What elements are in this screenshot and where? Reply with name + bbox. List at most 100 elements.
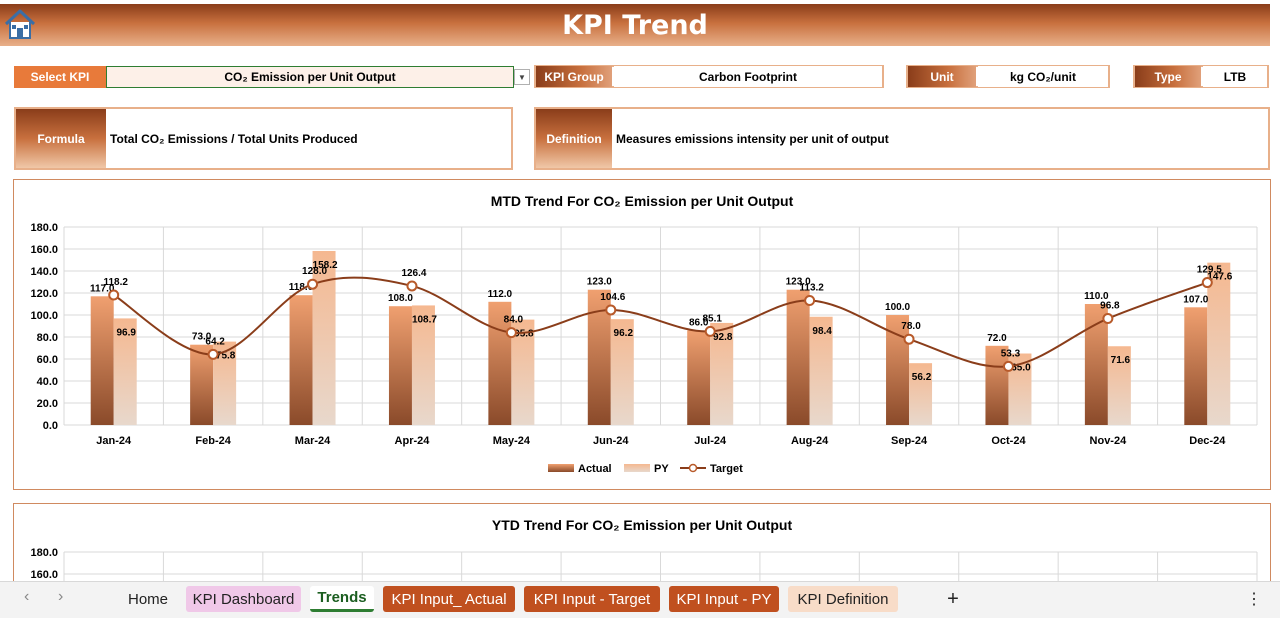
data-label-py: 108.7: [412, 314, 437, 325]
x-tick-label: Jul-24: [694, 435, 727, 447]
x-tick-label: Nov-24: [1090, 435, 1128, 447]
kpi-group-label: KPI Group: [536, 66, 612, 87]
chevron-down-icon[interactable]: ▼: [514, 69, 530, 85]
y-tick-label: 160.0: [30, 569, 58, 581]
data-label-actual: 117.0: [90, 283, 115, 294]
x-tick-label: May-24: [493, 435, 531, 447]
y-tick-label: 160.0: [30, 244, 58, 256]
data-label-target: 129.5: [1197, 265, 1222, 276]
home-icon[interactable]: [2, 6, 38, 42]
data-label-actual: 107.0: [1183, 294, 1208, 305]
ytd-chart-panel[interactable]: YTD Trend For CO₂ Emission per Unit Outp…: [13, 503, 1271, 594]
tab-kpi-input-actual[interactable]: KPI Input_ Actual: [383, 586, 515, 612]
data-label-py: 65.0: [1011, 363, 1031, 374]
bar-py: [511, 319, 535, 425]
x-tick-label: Feb-24: [195, 435, 231, 447]
data-label-py: 147.6: [1207, 272, 1232, 283]
y-tick-label: 80.0: [37, 332, 58, 344]
more-options-icon[interactable]: ⋮: [1246, 591, 1262, 608]
data-label-actual: 86.0: [689, 317, 709, 328]
target-point: [207, 348, 219, 360]
y-tick-label: 180.0: [30, 547, 58, 559]
tab-home[interactable]: Home: [127, 590, 168, 608]
legend-actual-swatch: [548, 464, 574, 472]
mtd-chart-title: MTD Trend For CO₂ Emission per Unit Outp…: [490, 193, 794, 209]
formula-label: Formula: [16, 109, 106, 168]
page-title: KPI Trend: [562, 10, 708, 41]
x-tick-label: Aug-24: [791, 435, 829, 447]
definition-box: [534, 107, 1270, 170]
target-point: [406, 280, 418, 292]
bar-actual: [289, 295, 313, 425]
bar-py: [809, 316, 833, 425]
data-label-py: 158.2: [313, 260, 338, 271]
target-point: [704, 325, 716, 337]
y-tick-label: 180.0: [30, 222, 58, 234]
bar-actual: [388, 306, 412, 425]
x-tick-label: Jan-24: [96, 435, 132, 447]
y-tick-label: 20.0: [37, 398, 58, 410]
tab-trends[interactable]: Trends: [310, 586, 374, 612]
mtd-chart-panel[interactable]: MTD Trend For CO₂ Emission per Unit Outp…: [13, 179, 1271, 490]
bar-py: [909, 363, 933, 425]
data-label-target: 126.4: [401, 268, 426, 279]
bar-py: [1207, 262, 1231, 425]
x-tick-label: Oct-24: [991, 435, 1026, 447]
legend-actual-label: Actual: [578, 463, 612, 475]
bar-py: [710, 322, 734, 425]
data-label-target: 104.6: [600, 292, 625, 303]
legend-target-marker: [688, 463, 698, 473]
data-label-py: 92.8: [713, 332, 733, 343]
next-sheet-icon[interactable]: ›: [58, 588, 64, 605]
definition-value: Measures emissions intensity per unit of…: [616, 131, 889, 146]
type-label: Type: [1135, 66, 1201, 87]
data-label-target: 64.2: [205, 336, 225, 347]
data-label-target: 113.2: [799, 282, 824, 293]
bar-py: [1008, 353, 1032, 425]
header-banner: KPI Trend: [0, 4, 1270, 46]
legend-py-swatch: [624, 464, 650, 472]
data-label-py: 96.9: [116, 327, 136, 338]
tab-kpi-input-py[interactable]: KPI Input - PY: [669, 586, 779, 612]
target-point: [903, 333, 915, 345]
unit-value: kg CO₂/unit: [978, 66, 1108, 87]
data-label-target: 118.2: [103, 277, 128, 288]
x-tick-label: Sep-24: [891, 435, 928, 447]
y-tick-label: 100.0: [30, 310, 58, 322]
x-tick-label: Dec-24: [1189, 435, 1226, 447]
bar-actual: [886, 315, 910, 425]
bar-actual: [190, 344, 214, 425]
tab-kpi-definition[interactable]: KPI Definition: [788, 586, 898, 612]
kpi-group-value: Carbon Footprint: [614, 66, 882, 87]
y-tick-label: 40.0: [37, 376, 58, 388]
bar-actual: [1184, 307, 1208, 425]
data-label-actual: 108.0: [388, 293, 413, 304]
target-point: [505, 327, 517, 339]
tab-kpi-dashboard[interactable]: KPI Dashboard: [186, 586, 301, 612]
data-label-py: 95.8: [514, 329, 534, 340]
legend-py-label: PY: [654, 463, 669, 475]
target-point: [1201, 277, 1213, 289]
target-point: [108, 289, 120, 301]
data-label-target: 84.0: [504, 315, 524, 326]
target-point: [804, 294, 816, 306]
data-label-py: 56.2: [912, 372, 932, 383]
bar-py: [411, 305, 435, 425]
mtd-chart: 0.0 20.0 40.0 60.0 80.0 100.0 120.0 140.0 160.0 1…: [30, 222, 1258, 475]
target-line: [113, 276, 1208, 368]
bar-actual: [1084, 304, 1108, 425]
data-label-py: 71.6: [1111, 355, 1131, 366]
bar-actual: [687, 330, 711, 425]
select-kpi-label: Select KPI: [14, 66, 106, 88]
select-kpi-dropdown[interactable]: CO₂ Emission per Unit Output: [106, 66, 514, 88]
add-sheet-button[interactable]: +: [947, 587, 959, 610]
target-point: [1102, 313, 1114, 325]
tab-kpi-input-target[interactable]: KPI Input - Target: [524, 586, 660, 612]
data-label-py: 75.8: [216, 351, 236, 362]
prev-sheet-icon[interactable]: ‹: [24, 588, 30, 605]
data-label-py: 96.2: [614, 328, 634, 339]
data-label-target: 78.0: [901, 321, 921, 332]
formula-value: Total CO₂ Emissions / Total Units Produc…: [110, 131, 358, 146]
bar-py: [113, 318, 137, 425]
data-label-target: 128.0: [302, 266, 327, 277]
